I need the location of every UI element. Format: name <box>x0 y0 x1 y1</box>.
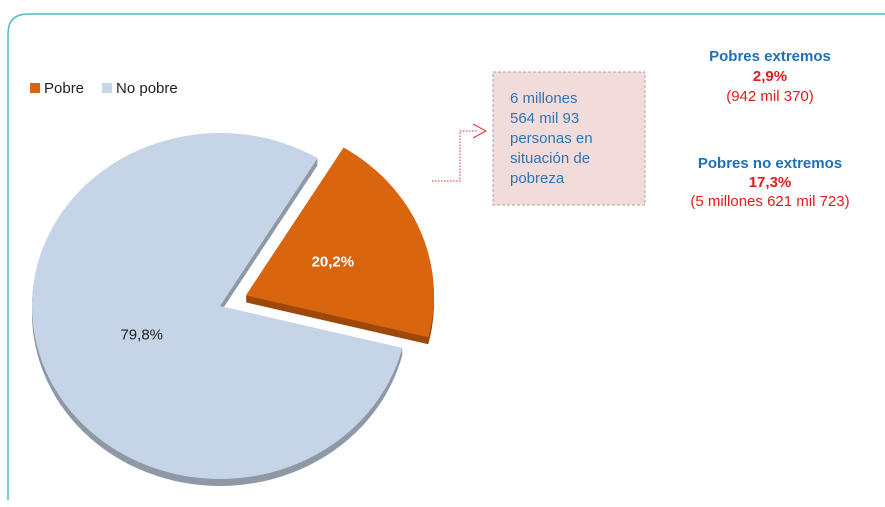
nonextreme-title: Pobres no extremos <box>698 155 842 172</box>
arrowhead <box>472 123 488 139</box>
frame <box>7 13 885 500</box>
legend-swatch <box>102 83 113 93</box>
legend-swatch <box>30 83 40 93</box>
callout-line: personas en <box>510 130 593 147</box>
slice <box>32 133 403 480</box>
callout-line: 6 millones <box>510 90 578 107</box>
callout-box <box>492 71 646 206</box>
nonextreme-pct: 17,3% <box>749 174 792 191</box>
callout-line: pobreza <box>510 170 565 187</box>
extreme-pct: 2,9% <box>753 68 787 85</box>
callout-line: 564 mil 93 <box>510 110 579 127</box>
pie: 20,2% 79,8% <box>31 133 434 487</box>
arrow <box>432 130 478 182</box>
legend-label: Pobre <box>44 80 84 97</box>
nonextreme-count: (5 millones 621 mil 723) <box>690 193 849 210</box>
extreme-title: Pobres extremos <box>709 48 831 65</box>
callout-line: situación de <box>510 150 590 167</box>
extreme-count: (942 mil 370) <box>726 88 814 105</box>
legend-label: No pobre <box>116 80 178 97</box>
annotations: Pobres extremos 2,9% (942 mil 370) Pobre… <box>690 48 849 210</box>
slice-label: 79,8% <box>120 327 163 344</box>
slice <box>245 147 434 338</box>
slice-label: 20,2% <box>312 253 355 270</box>
